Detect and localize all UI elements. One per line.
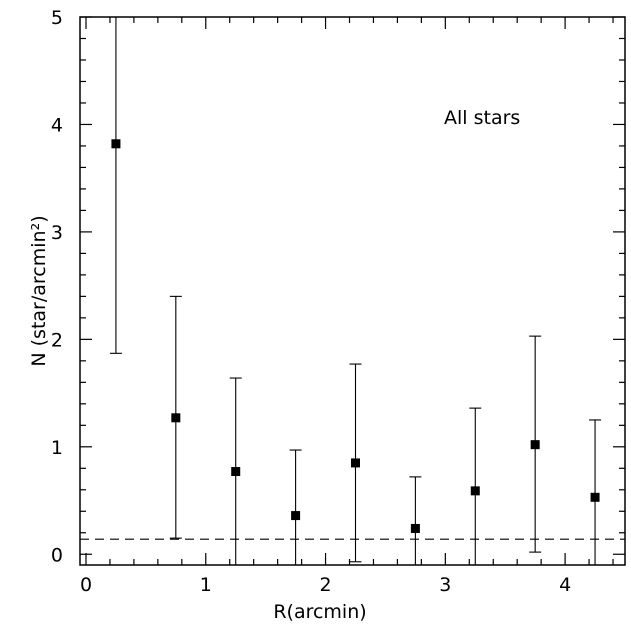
data-point	[410, 523, 420, 533]
x-tick-label: 4	[559, 574, 571, 596]
y-tick-label: 5	[51, 7, 63, 29]
data-point	[530, 440, 540, 450]
error-bars	[109, 17, 602, 565]
data-point	[111, 139, 121, 149]
data-markers	[111, 139, 600, 533]
data-point	[590, 492, 600, 502]
data-point	[231, 467, 241, 477]
x-tick-label: 2	[320, 574, 332, 596]
y-tick-label: 3	[51, 222, 63, 244]
data-point	[350, 458, 360, 468]
axis-ticks	[80, 16, 625, 565]
x-tick-label: 1	[200, 574, 212, 596]
data-point	[291, 511, 301, 521]
x-tick-label: 0	[80, 574, 92, 596]
x-tick-label: 3	[439, 574, 451, 596]
y-tick-label: 2	[51, 329, 63, 351]
annotation-text: All stars	[444, 107, 520, 129]
data-point	[171, 413, 181, 423]
x-axis-title: R(arcmin)	[273, 601, 366, 623]
axis-tick-labels: 0 1 2 3 4 0 1 2 3 4 5	[51, 7, 571, 596]
y-tick-label: 4	[51, 114, 63, 136]
plot-frame	[79, 16, 626, 566]
y-axis-title: N (star/arcmin²)	[28, 215, 50, 366]
y-tick-label: 1	[51, 437, 63, 459]
data-point	[470, 486, 480, 496]
y-tick-label: 0	[51, 544, 63, 566]
